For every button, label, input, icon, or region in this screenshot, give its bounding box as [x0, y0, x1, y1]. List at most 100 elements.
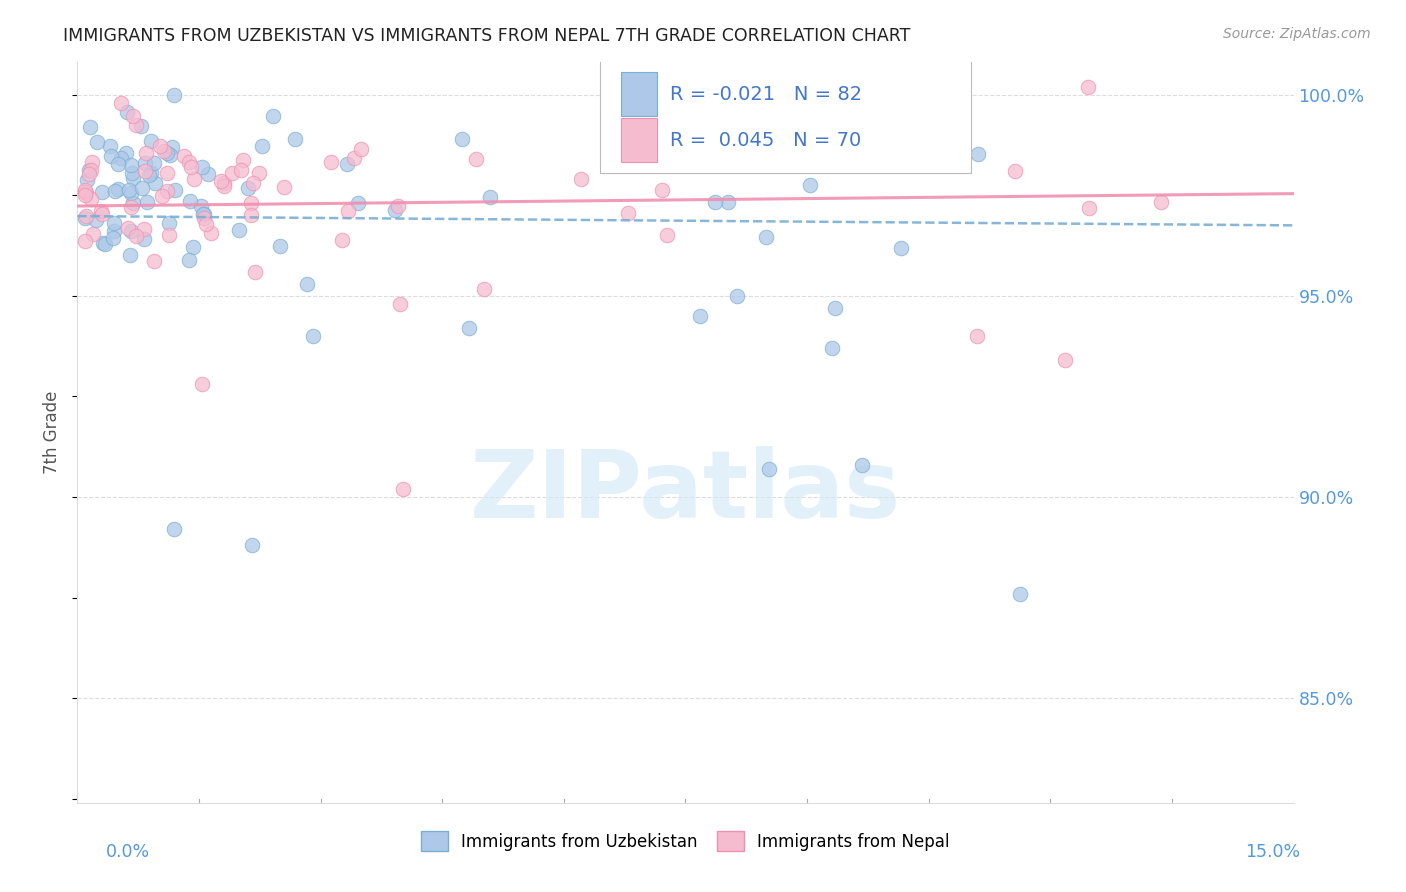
Point [967, 147, 990, 161]
Point [153, 144, 176, 158]
Point [156, 184, 179, 198]
Point [190, 199, 212, 213]
Point [193, 211, 215, 226]
Point [94, 237, 117, 252]
Point [245, 265, 267, 279]
Point [824, 301, 846, 315]
Point [75, 187, 97, 202]
Point [347, 195, 370, 210]
Point [79, 163, 101, 178]
Point [804, 136, 827, 150]
Point [221, 166, 243, 180]
Point [851, 458, 873, 472]
Point [82, 227, 104, 242]
Point [84, 213, 107, 227]
Point [1150, 194, 1173, 209]
Point [302, 329, 325, 343]
Point [755, 230, 778, 244]
Point [75, 186, 97, 200]
Point [821, 341, 844, 355]
Point [180, 161, 202, 175]
Point [336, 204, 359, 219]
Text: Source: ZipAtlas.com: Source: ZipAtlas.com [1223, 27, 1371, 41]
FancyBboxPatch shape [600, 59, 972, 173]
Point [472, 282, 495, 296]
Point [100, 149, 122, 163]
Point [120, 158, 142, 172]
Point [250, 139, 273, 153]
Point [149, 138, 172, 153]
Point [163, 522, 186, 536]
Point [135, 145, 157, 160]
Point [240, 538, 263, 552]
Point [195, 218, 218, 232]
Point [269, 239, 291, 253]
Point [247, 166, 270, 180]
Point [98, 138, 121, 153]
Point [617, 206, 640, 220]
Point [183, 240, 205, 254]
Point [388, 297, 411, 311]
Point [90, 203, 112, 218]
Point [332, 233, 354, 247]
Point [242, 176, 264, 190]
Point [75, 211, 97, 226]
Text: ZIPatlas: ZIPatlas [470, 446, 901, 538]
Point [75, 234, 97, 248]
Point [91, 185, 114, 199]
Point [157, 216, 180, 230]
Point [450, 132, 472, 146]
Point [717, 195, 740, 210]
Point [122, 195, 145, 210]
Point [569, 171, 592, 186]
Point [143, 176, 166, 190]
Point [890, 242, 912, 256]
Y-axis label: 7th Grade: 7th Grade [44, 391, 62, 475]
Point [122, 109, 145, 123]
Point [120, 186, 142, 200]
Point [1008, 586, 1031, 600]
Point [80, 155, 103, 169]
Point [177, 154, 200, 169]
Point [297, 277, 319, 291]
Point [86, 135, 108, 149]
Text: R = -0.021   N = 82: R = -0.021 N = 82 [669, 85, 862, 103]
Point [91, 235, 114, 250]
Point [143, 254, 166, 268]
Point [103, 216, 125, 230]
Point [114, 146, 136, 161]
Point [156, 146, 179, 161]
Point [104, 184, 127, 198]
Point [343, 151, 366, 165]
Text: R =  0.045   N = 70: R = 0.045 N = 70 [669, 130, 860, 150]
Point [191, 207, 214, 221]
Point [141, 134, 163, 148]
Point [90, 207, 112, 221]
Point [120, 224, 142, 238]
Point [228, 222, 250, 236]
Point [689, 309, 711, 323]
Point [80, 192, 103, 206]
Point [1077, 79, 1099, 94]
Point [110, 152, 132, 166]
Point [134, 164, 156, 178]
FancyBboxPatch shape [621, 118, 658, 162]
Point [319, 155, 342, 169]
Point [193, 207, 215, 221]
Text: 15.0%: 15.0% [1246, 843, 1301, 861]
Point [124, 118, 146, 132]
Point [117, 221, 139, 235]
Point [183, 171, 205, 186]
Point [135, 195, 157, 210]
Point [232, 153, 254, 168]
Point [191, 377, 214, 392]
Point [212, 179, 235, 194]
Point [209, 174, 232, 188]
Point [651, 183, 673, 197]
Point [75, 183, 97, 197]
Point [143, 156, 166, 170]
Point [110, 96, 132, 111]
Point [156, 166, 179, 180]
Point [80, 162, 103, 177]
Point [120, 200, 142, 214]
